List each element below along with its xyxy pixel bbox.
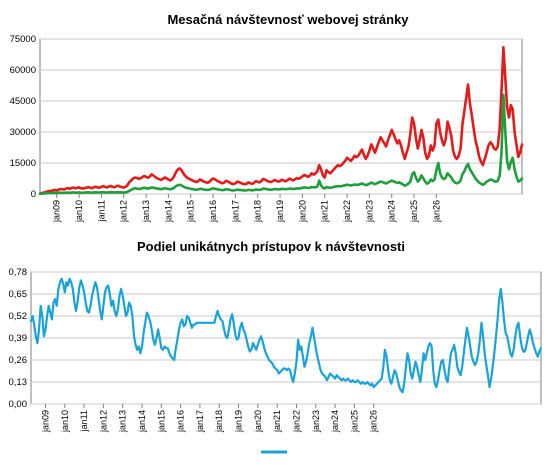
x-tick-label: jan12 (119, 200, 129, 223)
y-tick-label: 0,78 (9, 267, 28, 278)
x-tick-label: jan09 (40, 410, 50, 433)
unique-share-chart-series (29, 277, 543, 394)
x-tick-label: jan25 (409, 200, 419, 223)
y-tick-label: 15000 (10, 158, 36, 169)
x-tick-label: jan10 (74, 200, 84, 223)
series-line-1 (29, 277, 543, 394)
x-tick-label: jan13 (118, 410, 128, 433)
x-tick-label: jan19 (275, 200, 285, 223)
x-tick-label: jan23 (364, 200, 374, 223)
x-tick-label: jan26 (431, 200, 441, 223)
x-tick-label: jan20 (253, 410, 263, 433)
x-tick-label: jan25 (349, 410, 359, 433)
y-tick-label: 0,00 (9, 399, 28, 410)
x-tick-label: jan21 (320, 200, 330, 223)
visits-chart-y-axis: 0 15000 30000 45000 60000 75000 (10, 34, 36, 200)
x-tick-label: jan16 (208, 200, 218, 223)
visits-chart: Mesačná návštevnosť webovej stránky 0 150… (10, 12, 524, 223)
x-tick-label: jan14 (163, 200, 173, 223)
y-tick-label: 0,13 (9, 377, 28, 388)
unique-share-chart-title: Podiel unikátnych prístupov k návštevnos… (137, 239, 405, 254)
y-tick-label: 60000 (10, 65, 36, 76)
visits-chart-series (38, 45, 524, 196)
x-tick-label: jan17 (230, 200, 240, 223)
x-tick-label: jan21 (272, 410, 282, 433)
y-tick-label: 0,52 (9, 311, 28, 322)
y-tick-label: 75000 (10, 34, 36, 45)
x-tick-label: jan18 (214, 410, 224, 433)
y-tick-label: 45000 (10, 96, 36, 107)
unique-share-chart-grid (30, 271, 542, 405)
visits-chart-grid (39, 38, 523, 195)
unique-share-chart-x-axis: jan09 jan10 jan11 jan12 jan13 jan14 jan15 jan16… (40, 404, 379, 433)
unique-share-chart: Podiel unikátnych prístupov k návštevnos… (9, 239, 543, 454)
x-tick-label: jan18 (253, 200, 263, 223)
plot-frame (39, 38, 523, 195)
visits-chart-title: Mesačná návštevnosť webovej stránky (167, 12, 409, 27)
x-tick-label: jan26 (369, 410, 379, 433)
y-tick-label: 0 (31, 189, 36, 200)
x-tick-label: jan11 (96, 200, 106, 222)
x-tick-label: jan12 (98, 410, 108, 433)
x-tick-label: jan13 (141, 200, 151, 223)
y-tick-label: 30000 (10, 127, 36, 138)
y-tick-label: 0,39 (9, 333, 28, 344)
unique-share-chart-y-axis: 0,00 0,13 0,26 0,39 0,52 0,65 0,78 (9, 267, 28, 410)
x-tick-label: jan19 (234, 410, 244, 433)
x-tick-label: jan20 (297, 200, 307, 223)
x-tick-label: jan23 (311, 410, 321, 433)
visits-chart-x-axis: jan09 jan10 jan11 jan12 jan13 jan14 jan15 jan16… (52, 194, 441, 223)
x-tick-label: jan10 (60, 410, 70, 433)
x-tick-label: jan24 (387, 200, 397, 223)
x-tick-label: jan15 (186, 200, 196, 223)
series-line-2 (38, 93, 524, 196)
x-tick-label: jan24 (330, 410, 340, 433)
y-tick-label: 0,65 (9, 289, 28, 300)
y-tick-label: 0,26 (9, 355, 28, 366)
x-tick-label: jan14 (137, 410, 147, 433)
x-tick-label: jan09 (52, 200, 62, 223)
x-tick-label: jan15 (156, 410, 166, 433)
series-line-1 (38, 45, 524, 195)
x-tick-label: jan16 (176, 410, 186, 433)
x-tick-label: jan11 (79, 410, 89, 432)
x-tick-label: jan17 (195, 410, 205, 433)
x-tick-label: jan22 (291, 410, 301, 433)
x-tick-label: jan22 (342, 200, 352, 223)
